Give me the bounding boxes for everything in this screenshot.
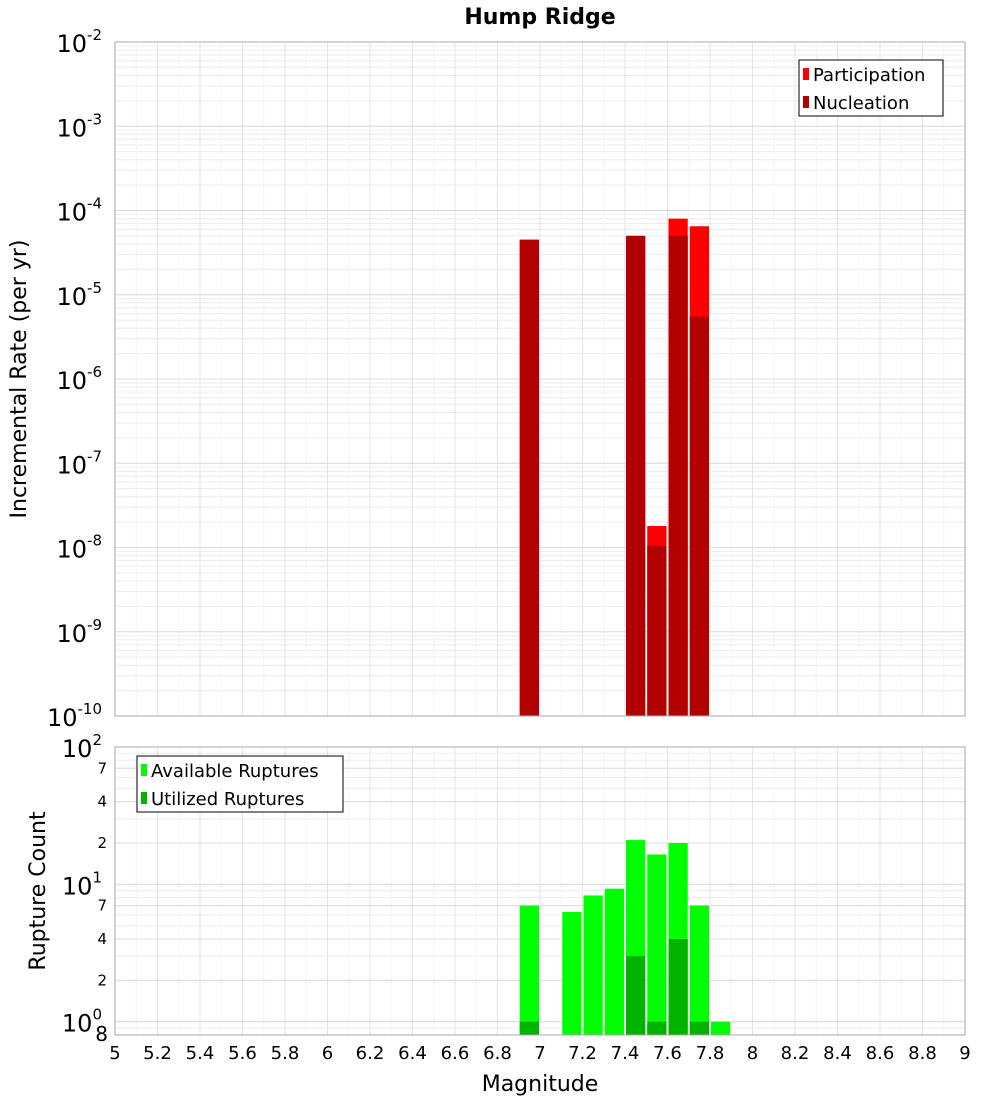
legend: Participation Nucleation (798, 59, 944, 117)
x-tick-label: 5 (109, 1043, 120, 1064)
y-tick-label: 4 (97, 793, 107, 811)
bar (519, 1021, 539, 1035)
y-tick-label: 7 (97, 897, 107, 915)
x-tick-label: 7.8 (696, 1043, 725, 1064)
legend-swatch (803, 96, 809, 108)
x-tick-label: 5.6 (228, 1043, 257, 1064)
x-tick-label: 6.4 (398, 1043, 427, 1064)
plot-frame (114, 746, 966, 1036)
bar (519, 905, 539, 1035)
y-tick-label: 8 (95, 1022, 108, 1046)
y-tick-label: 10-8 (56, 532, 102, 564)
legend-label: Utilized Ruptures (151, 789, 304, 810)
x-tick-label: 6.6 (441, 1043, 470, 1064)
x-tick-label: 8.6 (866, 1043, 895, 1064)
bar (689, 905, 709, 1035)
x-tick-label: 6.2 (356, 1043, 385, 1064)
x-tick-label: 7 (534, 1043, 545, 1064)
x-tick-label: 8 (747, 1043, 758, 1064)
y-tick-label: 10-10 (47, 700, 102, 732)
series-utilized-ruptures (519, 939, 709, 1035)
bar (583, 895, 603, 1035)
legend-swatch (141, 792, 147, 804)
y-tick-label: 10-3 (56, 110, 102, 142)
major-gridlines (115, 746, 965, 1036)
y-tick-label: 10-4 (56, 195, 102, 227)
bar (668, 235, 688, 717)
y-tick-label: 7 (97, 759, 107, 777)
y-tick-label: 101 (62, 868, 102, 900)
legend-swatch (141, 764, 147, 776)
x-tick-label: 8.4 (823, 1043, 852, 1064)
y-tick-label: 10-7 (56, 447, 102, 479)
bar (626, 956, 646, 1035)
legend: Available Ruptures Utilized Ruptures (136, 755, 344, 813)
legend-box (798, 59, 944, 117)
x-tick-label: 5.8 (271, 1043, 300, 1064)
bar (711, 1021, 731, 1035)
bar (647, 545, 667, 716)
y-axis-label: Rupture Count (26, 811, 51, 971)
bar (689, 1021, 709, 1035)
x-tick-label: 6 (322, 1043, 333, 1064)
plot-frame (114, 41, 966, 717)
x-tick-label: 8.2 (781, 1043, 810, 1064)
y-tick-label: 102 (62, 731, 102, 763)
y-tick-label: 10-6 (56, 363, 102, 395)
bar (562, 911, 582, 1035)
bar (689, 316, 709, 716)
y-tick-label: 2 (97, 971, 107, 989)
x-tick-label: 7.2 (568, 1043, 597, 1064)
legend-label: Nucleation (813, 93, 909, 114)
y-axis-label: Incremental Rate (per yr) (7, 240, 32, 519)
y-tick-label: 2 (97, 834, 107, 852)
legend-label: Available Ruptures (151, 761, 319, 782)
bar (604, 888, 624, 1035)
bar (626, 235, 646, 717)
x-tick-label: 6.8 (483, 1043, 512, 1064)
y-tick-label: 10-2 (56, 26, 102, 58)
y-tick-label: 10-5 (56, 279, 102, 311)
series-nucleation (519, 235, 709, 717)
bar (519, 239, 539, 716)
x-tick-label: 7.6 (653, 1043, 682, 1064)
x-tick-label: 7.4 (611, 1043, 640, 1064)
legend-box (136, 755, 344, 813)
chart-title: Hump Ridge (464, 5, 615, 30)
y-tick-label: 100 (62, 1006, 102, 1038)
bar (647, 854, 667, 1035)
x-axis-label: Magnitude (482, 1072, 599, 1097)
y-tick-label: 10-9 (56, 616, 102, 648)
y-tick-label: 4 (97, 930, 107, 948)
bar (668, 939, 688, 1035)
x-tick-label: 8.8 (908, 1043, 937, 1064)
legend-label: Participation (813, 65, 925, 86)
bar (647, 1021, 667, 1035)
legend-swatch (803, 68, 809, 80)
x-tick-label: 5.2 (143, 1043, 172, 1064)
x-tick-label: 9 (959, 1043, 970, 1064)
x-tick-label: 5.4 (186, 1043, 215, 1064)
